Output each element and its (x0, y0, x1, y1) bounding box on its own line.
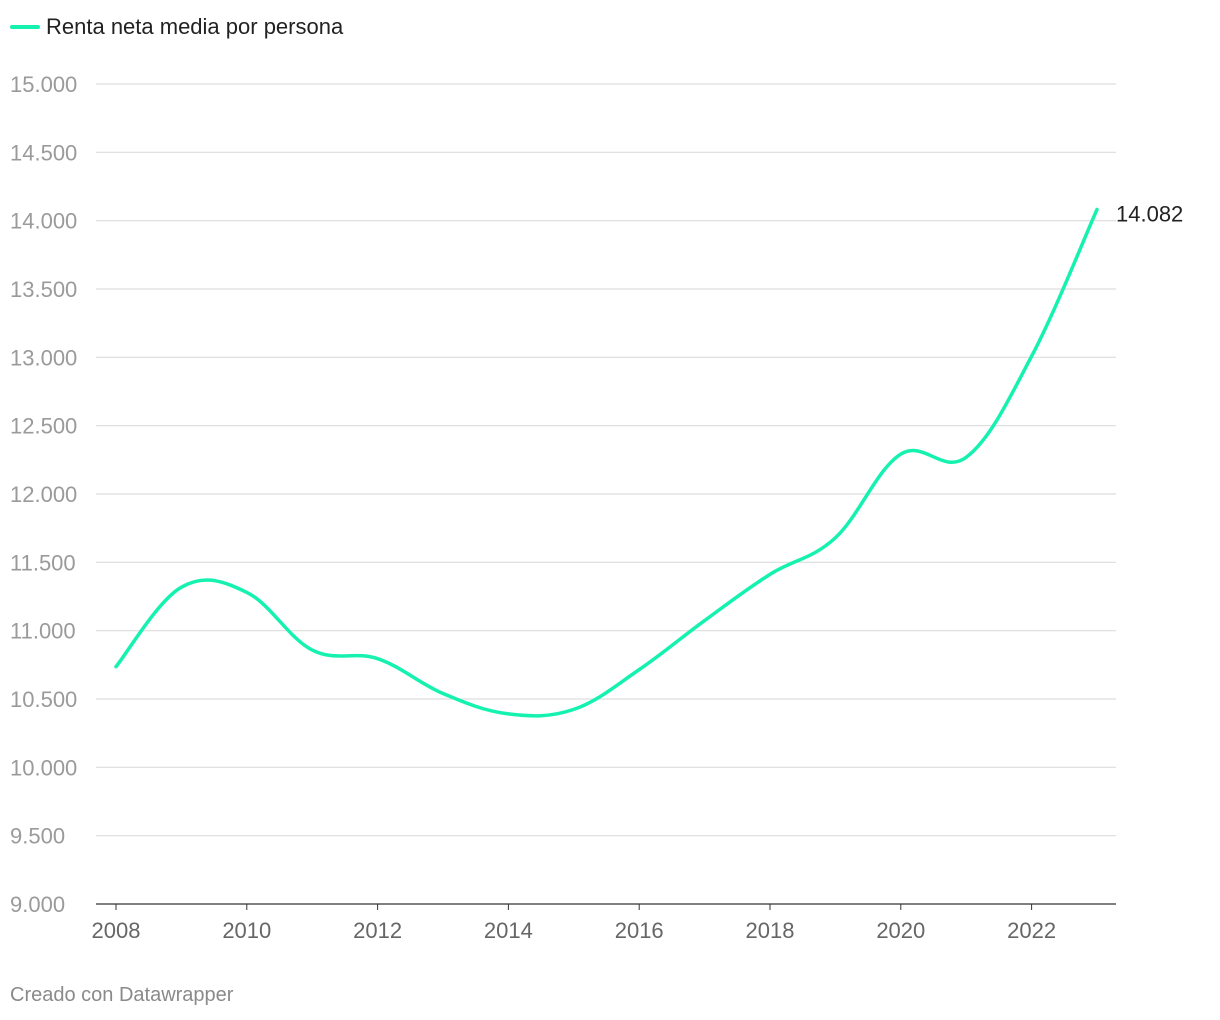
x-tick-label: 2018 (746, 918, 795, 943)
y-tick-label: 12.500 (10, 414, 77, 439)
y-tick-label: 11.500 (10, 550, 76, 575)
x-tick-label: 2012 (353, 918, 402, 943)
x-tick-label: 2020 (876, 918, 925, 943)
x-tick-label: 2008 (92, 918, 141, 943)
y-tick-label: 12.000 (10, 482, 77, 507)
chart-legend: Renta neta media por persona (10, 14, 343, 40)
y-axis: 15.000 14.500 14.000 13.500 13.000 12.500 12.0… (10, 72, 77, 917)
credit-footer: Creado con Datawrapper (10, 984, 234, 1006)
legend-label: Renta neta media por persona (46, 14, 344, 39)
y-tick-label: 15.000 (10, 72, 77, 97)
x-tick-label: 2014 (484, 918, 533, 943)
legend-swatch (10, 25, 40, 29)
y-tick-label: 10.000 (10, 755, 77, 780)
y-tick-label: 14.500 (10, 140, 77, 165)
x-tick-label: 2016 (615, 918, 664, 943)
series-line-renta (114, 207, 1099, 718)
y-tick-label: 11.000 (10, 619, 76, 644)
y-tick-label: 14.000 (10, 209, 77, 234)
y-tick-label: 10.500 (10, 687, 77, 712)
end-value-label: 14.082 (1116, 201, 1183, 226)
y-tick-label: 13.500 (10, 277, 77, 302)
grid-lines (96, 83, 1116, 905)
y-tick-label: 9.500 (10, 824, 65, 849)
x-tick-label: 2022 (1007, 918, 1056, 943)
x-axis: 2008 2010 2012 2014 2016 2018 2020 2022 (92, 904, 1056, 943)
y-tick-label: 13.000 (10, 345, 77, 370)
data-labels: 14.082 (1116, 201, 1183, 226)
x-tick-label: 2010 (222, 918, 271, 943)
y-tick-label: 9.000 (10, 892, 65, 917)
series-layer (114, 207, 1099, 718)
